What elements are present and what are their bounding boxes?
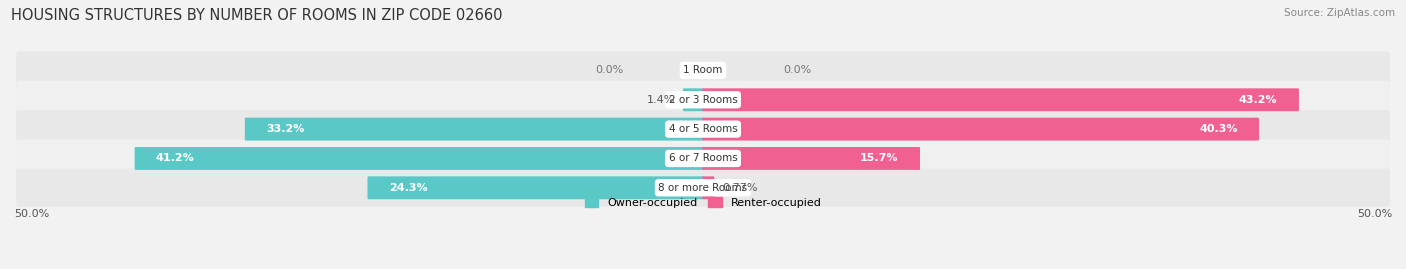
FancyBboxPatch shape [15, 139, 1391, 178]
Text: 50.0%: 50.0% [1357, 209, 1392, 219]
Text: 6 or 7 Rooms: 6 or 7 Rooms [669, 154, 737, 164]
Text: 1 Room: 1 Room [683, 65, 723, 75]
Text: Source: ZipAtlas.com: Source: ZipAtlas.com [1284, 8, 1395, 18]
Text: 4 or 5 Rooms: 4 or 5 Rooms [669, 124, 737, 134]
Text: 33.2%: 33.2% [266, 124, 305, 134]
Text: 40.3%: 40.3% [1199, 124, 1237, 134]
FancyBboxPatch shape [15, 110, 1391, 148]
Text: 41.2%: 41.2% [156, 154, 195, 164]
FancyBboxPatch shape [15, 169, 1391, 207]
FancyBboxPatch shape [15, 51, 1391, 90]
Text: 15.7%: 15.7% [860, 154, 898, 164]
FancyBboxPatch shape [135, 147, 703, 170]
FancyBboxPatch shape [245, 118, 703, 141]
FancyBboxPatch shape [703, 176, 714, 199]
Text: 0.77%: 0.77% [721, 183, 758, 193]
Text: 8 or more Rooms: 8 or more Rooms [658, 183, 748, 193]
Text: 1.4%: 1.4% [647, 95, 675, 105]
Text: 0.0%: 0.0% [783, 65, 811, 75]
Text: 24.3%: 24.3% [389, 183, 427, 193]
Text: 43.2%: 43.2% [1239, 95, 1278, 105]
Text: 2 or 3 Rooms: 2 or 3 Rooms [669, 95, 737, 105]
Text: 50.0%: 50.0% [14, 209, 49, 219]
FancyBboxPatch shape [683, 88, 703, 111]
FancyBboxPatch shape [703, 147, 920, 170]
FancyBboxPatch shape [15, 81, 1391, 119]
FancyBboxPatch shape [703, 88, 1299, 111]
Text: 0.0%: 0.0% [595, 65, 623, 75]
FancyBboxPatch shape [703, 118, 1258, 141]
Text: HOUSING STRUCTURES BY NUMBER OF ROOMS IN ZIP CODE 02660: HOUSING STRUCTURES BY NUMBER OF ROOMS IN… [11, 8, 503, 23]
Legend: Owner-occupied, Renter-occupied: Owner-occupied, Renter-occupied [581, 193, 825, 212]
FancyBboxPatch shape [367, 176, 703, 199]
